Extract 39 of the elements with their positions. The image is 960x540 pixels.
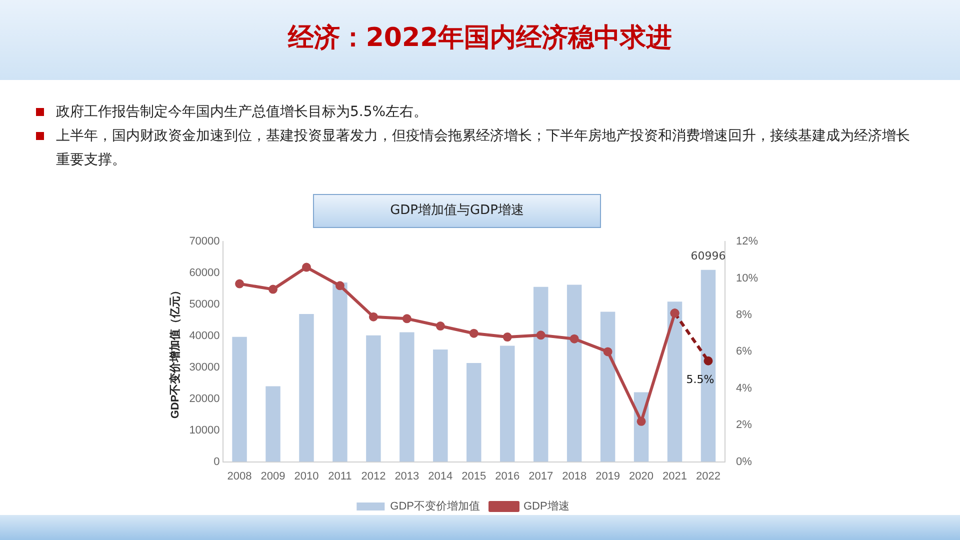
x-tick-label: 2009 bbox=[260, 470, 286, 482]
y-axis-title: GDP不变价增加值（亿元） bbox=[168, 284, 182, 419]
y2-tick-label: 4% bbox=[736, 382, 752, 394]
y-tick-label: 0 bbox=[214, 456, 220, 468]
x-tick-label: 2020 bbox=[629, 470, 654, 482]
y-tick-label: 50000 bbox=[189, 298, 220, 311]
y-tick-label: 60000 bbox=[189, 267, 220, 280]
x-tick-label: 2008 bbox=[227, 470, 252, 482]
chart-subtitle: GDP增加值与GDP增速 bbox=[313, 194, 601, 228]
x-tick-label: 2018 bbox=[562, 470, 587, 482]
legend-label: GDP不变价增加值 bbox=[390, 500, 480, 513]
x-tick-label: 2021 bbox=[662, 470, 688, 482]
y2-tick-label: 2% bbox=[736, 419, 752, 432]
y2-tick-label: 6% bbox=[736, 346, 752, 358]
x-tick-label: 2016 bbox=[495, 470, 520, 482]
x-tick-label: 2011 bbox=[328, 470, 352, 482]
y-tick-label: 20000 bbox=[189, 392, 220, 405]
x-tick-label: 2015 bbox=[462, 470, 486, 482]
x-tick-label: 2013 bbox=[394, 470, 420, 482]
x-tick-label: 2019 bbox=[596, 470, 620, 482]
y-tick-label: 30000 bbox=[189, 361, 220, 374]
legend-label: GDP增速 bbox=[524, 500, 570, 513]
y-tick-label: 70000 bbox=[189, 236, 220, 248]
x-tick-label: 2022 bbox=[696, 470, 720, 482]
chart-title: 经济：2022年国内经济稳中求进 bbox=[286, 22, 674, 55]
y2-tick-label: 10% bbox=[736, 272, 758, 284]
y2-tick-label: 0% bbox=[736, 456, 752, 468]
text: 上半年，国内财政资金加速到位，基建投资显著发力，但疫情会拖累经济增长；下半年房地产投资和消费增速回升，接续基建成为经济增长重要支撑。 bbox=[36, 124, 916, 172]
text: 政府工作报告制定今年国内生产总值增长目标为5.5%左右。 bbox=[36, 100, 916, 124]
x-tick-label: 2014 bbox=[428, 470, 453, 482]
data-label: 5.5% bbox=[686, 373, 714, 386]
x-tick-label: 2017 bbox=[528, 470, 554, 482]
x-tick-label: 2010 bbox=[294, 470, 319, 482]
y-tick-label: 40000 bbox=[189, 330, 220, 342]
y2-tick-label: 12% bbox=[736, 236, 758, 248]
data-label: 60996 bbox=[690, 249, 726, 262]
x-tick-label: 2012 bbox=[361, 470, 386, 482]
y-tick-label: 10000 bbox=[189, 424, 220, 436]
y2-tick-label: 8% bbox=[736, 309, 752, 322]
